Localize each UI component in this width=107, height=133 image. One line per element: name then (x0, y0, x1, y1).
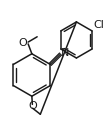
Text: O: O (18, 38, 27, 48)
Text: N: N (61, 49, 69, 59)
Text: Cl: Cl (93, 20, 104, 30)
Text: O: O (28, 101, 37, 111)
